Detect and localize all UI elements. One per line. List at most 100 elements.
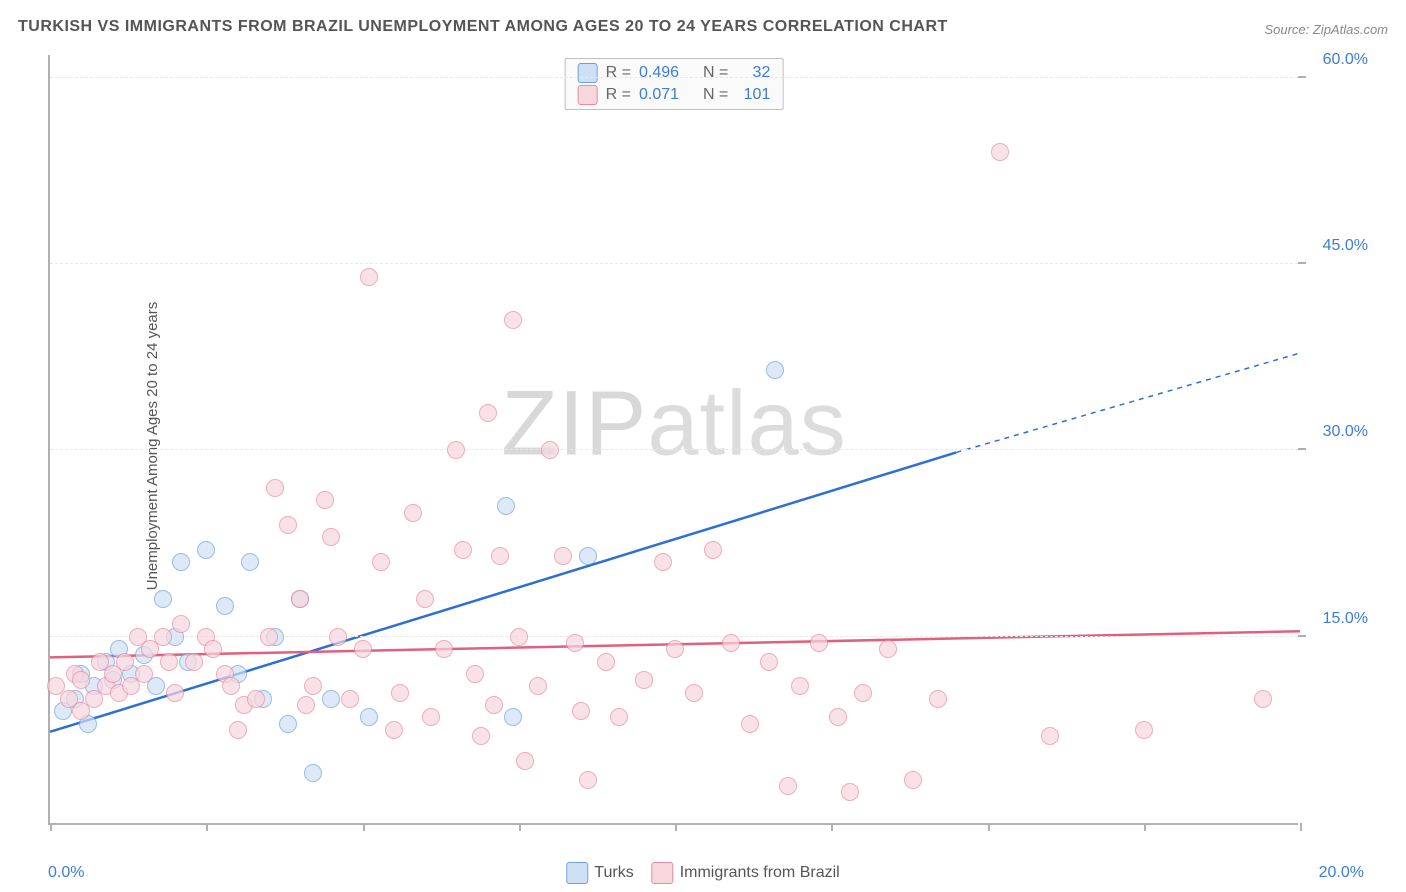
data-point-brazil: [322, 528, 340, 546]
data-point-brazil: [172, 615, 190, 633]
legend-r-brazil: 0.071: [639, 84, 695, 106]
data-point-brazil: [904, 771, 922, 789]
series-legend: Turks Immigrants from Brazil: [566, 862, 839, 884]
data-point-brazil: [422, 708, 440, 726]
data-point-brazil: [529, 677, 547, 695]
data-point-brazil: [516, 752, 534, 770]
legend-row-turks: R = 0.496 N = 32: [578, 62, 771, 84]
data-point-brazil: [854, 684, 872, 702]
data-point-turks: [497, 497, 515, 515]
data-point-brazil: [291, 590, 309, 608]
data-point-brazil: [404, 504, 422, 522]
legend-item-turks: Turks: [566, 862, 633, 884]
data-point-turks: [172, 553, 190, 571]
data-point-brazil: [416, 590, 434, 608]
x-tick-mark: [519, 823, 521, 831]
x-tick-min: 0.0%: [48, 864, 84, 882]
data-point-brazil: [185, 653, 203, 671]
data-point-brazil: [991, 143, 1009, 161]
data-point-brazil: [341, 690, 359, 708]
data-point-brazil: [929, 690, 947, 708]
watermark-thin: atlas: [647, 372, 846, 474]
data-point-brazil: [160, 653, 178, 671]
x-tick-max: 20.0%: [1319, 864, 1364, 882]
data-point-brazil: [72, 671, 90, 689]
data-point-turks: [154, 590, 172, 608]
legend-swatch-turks: [578, 63, 598, 83]
data-point-brazil: [304, 677, 322, 695]
legend-item-brazil: Immigrants from Brazil: [652, 862, 840, 884]
data-point-turks: [279, 715, 297, 733]
data-point-turks: [241, 553, 259, 571]
data-point-brazil: [791, 677, 809, 695]
data-point-brazil: [260, 628, 278, 646]
data-point-brazil: [579, 771, 597, 789]
watermark: ZIPatlas: [501, 371, 846, 476]
data-point-brazil: [635, 671, 653, 689]
data-point-brazil: [572, 702, 590, 720]
y-tick-label: 30.0%: [1323, 423, 1368, 441]
x-tick-mark: [831, 823, 833, 831]
data-point-brazil: [1135, 721, 1153, 739]
data-point-brazil: [541, 441, 559, 459]
x-tick-mark: [1300, 823, 1302, 831]
legend-bottom-swatch-turks: [566, 862, 588, 884]
gridline-h: [50, 449, 1298, 450]
gridline-h: [50, 636, 1298, 637]
x-tick-mark: [363, 823, 365, 831]
data-point-brazil: [479, 404, 497, 422]
data-point-brazil: [204, 640, 222, 658]
data-point-brazil: [435, 640, 453, 658]
x-tick-mark: [1144, 823, 1146, 831]
data-point-brazil: [829, 708, 847, 726]
data-point-brazil: [485, 696, 503, 714]
gridline-h: [50, 263, 1298, 264]
data-point-brazil: [454, 541, 472, 559]
legend-r-label-2: R =: [606, 84, 631, 106]
gridline-h: [50, 77, 1298, 78]
data-point-turks: [579, 547, 597, 565]
data-point-brazil: [704, 541, 722, 559]
data-point-brazil: [810, 634, 828, 652]
data-point-brazil: [229, 721, 247, 739]
data-point-brazil: [391, 684, 409, 702]
y-tick-mark: [1298, 76, 1306, 78]
data-point-brazil: [316, 491, 334, 509]
data-point-brazil: [504, 311, 522, 329]
legend-label-brazil: Immigrants from Brazil: [680, 864, 840, 881]
y-tick-mark: [1298, 262, 1306, 264]
plot-area: ZIPatlas R = 0.496 N = 32 R = 0.071 N = …: [48, 55, 1298, 825]
watermark-bold: ZIP: [501, 372, 647, 474]
data-point-brazil: [116, 653, 134, 671]
data-point-brazil: [491, 547, 509, 565]
data-point-brazil: [597, 653, 615, 671]
legend-label-turks: Turks: [594, 864, 633, 881]
data-point-brazil: [297, 696, 315, 714]
legend-n-turks: 32: [736, 62, 770, 84]
legend-r-turks: 0.496: [639, 62, 695, 84]
data-point-brazil: [1254, 690, 1272, 708]
data-point-brazil: [666, 640, 684, 658]
legend-swatch-brazil: [578, 85, 598, 105]
data-point-brazil: [472, 727, 490, 745]
data-point-brazil: [841, 783, 859, 801]
data-point-brazil: [685, 684, 703, 702]
y-tick-label: 15.0%: [1323, 610, 1368, 628]
data-point-turks: [322, 690, 340, 708]
data-point-turks: [216, 597, 234, 615]
x-tick-mark: [206, 823, 208, 831]
legend-n-label: N =: [703, 62, 728, 84]
chart-title: TURKISH VS IMMIGRANTS FROM BRAZIL UNEMPL…: [18, 18, 948, 36]
data-point-brazil: [372, 553, 390, 571]
legend-n-label-2: N =: [703, 84, 728, 106]
data-point-brazil: [135, 665, 153, 683]
data-point-turks: [766, 361, 784, 379]
data-point-brazil: [879, 640, 897, 658]
legend-n-brazil: 101: [736, 84, 770, 106]
x-tick-mark: [988, 823, 990, 831]
data-point-brazil: [779, 777, 797, 795]
data-point-turks: [197, 541, 215, 559]
data-point-brazil: [466, 665, 484, 683]
legend-r-label: R =: [606, 62, 631, 84]
data-point-turks: [304, 764, 322, 782]
